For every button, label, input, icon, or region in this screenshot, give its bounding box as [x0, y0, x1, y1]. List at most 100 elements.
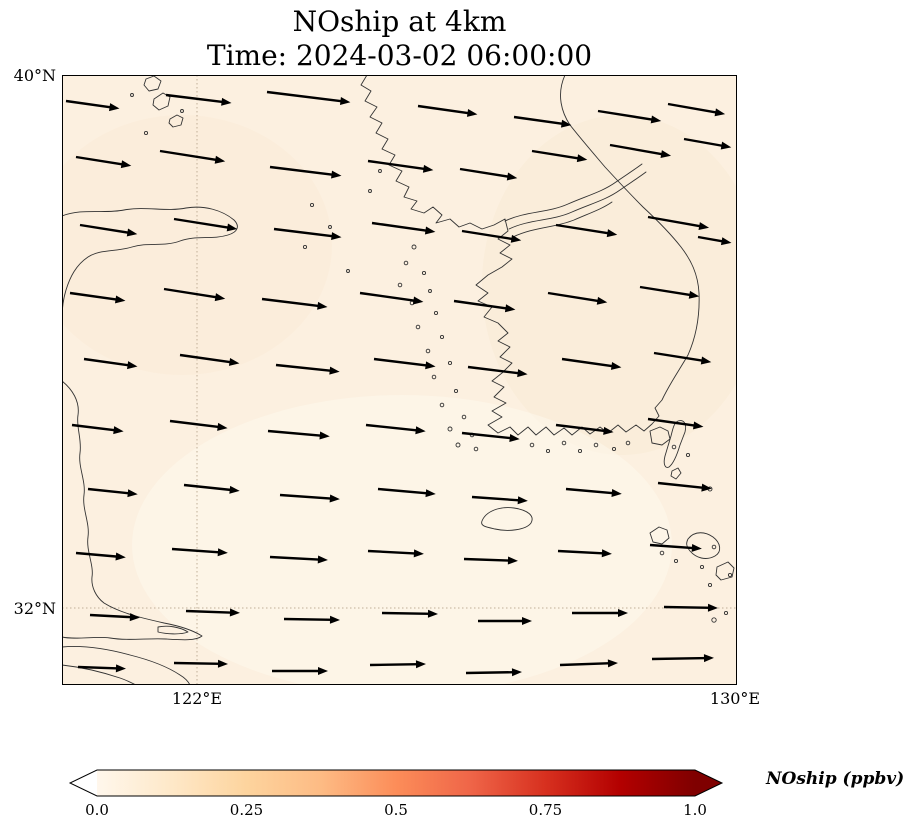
wind-arrow-head	[576, 154, 588, 163]
wind-arrow-head	[229, 485, 240, 494]
coastlines	[62, 75, 735, 685]
wind-arrow-shaft	[283, 617, 334, 622]
island-dot	[461, 414, 467, 420]
map-plot	[62, 75, 737, 685]
wind-arrow-head	[221, 97, 232, 106]
wind-arrow-head	[517, 369, 528, 378]
wind-arrow-shaft	[279, 493, 333, 500]
wind-arrow-shaft	[183, 483, 233, 492]
wind-arrow-head	[506, 172, 518, 181]
wind-arrow-shaft	[275, 363, 333, 373]
wind-arrow-head	[412, 296, 424, 305]
island-dot	[415, 324, 421, 330]
wind-arrow-head	[415, 426, 426, 435]
coastline-path	[481, 507, 533, 531]
wind-arrow-head	[115, 664, 126, 673]
wind-arrow-shaft	[173, 661, 222, 666]
title-line2: Time: 2024-03-02 06:00:00	[206, 38, 593, 72]
wind-arrow-shaft	[273, 227, 335, 238]
wind-arrow-shaft	[639, 285, 693, 297]
wind-arrow-head	[601, 549, 612, 558]
wind-arrow-shaft	[465, 670, 516, 675]
wind-arrow-head	[113, 426, 124, 435]
wind-arrow-shaft	[367, 549, 417, 555]
island-dot	[711, 617, 717, 623]
wind-arrow-head	[611, 489, 622, 497]
xtick-122e: 122°E	[171, 689, 223, 708]
wind-arrow-shaft	[559, 662, 612, 667]
wind-arrow-head	[698, 222, 710, 230]
wind-arrow-head	[504, 304, 516, 313]
wind-arrow-head	[339, 97, 351, 105]
wind-arrow-shaft	[269, 555, 321, 561]
plot-frame	[62, 75, 737, 685]
island-dot	[659, 550, 665, 556]
ytick-32n: 32°N	[13, 599, 56, 618]
wind-arrow-shaft	[657, 481, 705, 490]
island-dot	[611, 446, 617, 452]
coastline-path	[649, 526, 670, 545]
wind-arrow-head	[126, 228, 138, 237]
island-dot	[421, 270, 427, 276]
island-dot	[707, 582, 713, 588]
wind-arrow-shaft	[547, 291, 601, 303]
wind-arrow-head	[217, 422, 228, 431]
colorbar-outline	[68, 769, 724, 797]
wind-arrow-shaft	[531, 149, 581, 160]
wind-arrow-shaft	[169, 419, 221, 429]
wind-arrow-head	[650, 115, 662, 124]
wind-arrow-head	[127, 489, 138, 498]
colorbar-tick-label: 1.0	[683, 801, 707, 819]
island-dot	[130, 93, 134, 97]
coastline-path	[62, 646, 191, 685]
wind-arrow-shaft	[683, 137, 725, 148]
coastline-path	[512, 201, 613, 238]
wind-arrow-shaft	[461, 431, 513, 440]
coastline-path	[715, 561, 735, 581]
wind-arrow-head	[607, 659, 618, 668]
wind-arrow-head	[329, 366, 340, 375]
island-dot	[447, 360, 453, 366]
island-dot	[727, 572, 733, 578]
wind-arrow-shaft	[463, 557, 512, 562]
wind-arrow-head	[217, 548, 228, 557]
wind-arrow-shaft	[163, 287, 219, 299]
coastline-path	[62, 380, 203, 641]
colorbar-label: NOship (ppbv)	[766, 769, 904, 789]
wind-arrow-head	[425, 361, 436, 370]
wind-arrow-shaft	[471, 495, 521, 502]
wind-arrow-head	[129, 613, 140, 622]
wind-arrow-shaft	[77, 665, 120, 670]
wind-arrow-head	[415, 660, 426, 669]
wind-arrow-head	[317, 555, 328, 564]
coastline-path	[670, 467, 682, 480]
wind-arrow-head	[114, 295, 126, 304]
wind-arrow-shaft	[373, 357, 429, 367]
wind-arrow-shaft	[171, 547, 221, 554]
wind-arrow-head	[331, 232, 342, 241]
title-line1: NOship at 4km	[292, 5, 507, 38]
coastline-path	[62, 206, 238, 319]
wind-arrow-head	[603, 426, 614, 435]
wind-arrow-head	[692, 421, 704, 430]
wind-arrow-head	[229, 608, 240, 617]
wind-arrow-head	[318, 667, 328, 675]
wind-arrow-head	[427, 609, 438, 618]
wind-arrow-head	[507, 556, 518, 565]
wind-arrow-shaft	[459, 167, 511, 179]
wind-arrow-shaft	[269, 165, 335, 177]
island-dot	[439, 402, 445, 408]
wind-arrow-shaft	[173, 217, 231, 230]
shade-patch	[482, 115, 737, 455]
island-dot	[411, 244, 417, 250]
wind-arrow-head	[714, 108, 726, 117]
wind-arrow-shaft	[651, 656, 708, 661]
plot-title: NOship at 4km Time: 2024-03-02 06:00:00	[62, 5, 737, 72]
island-dot	[545, 448, 551, 454]
wind-arrow-shaft	[79, 223, 131, 235]
wind-arrow-head	[510, 234, 522, 243]
island-dot	[431, 374, 437, 380]
wind-arrow-head	[707, 603, 718, 612]
wind-arrow-shaft	[649, 543, 695, 550]
